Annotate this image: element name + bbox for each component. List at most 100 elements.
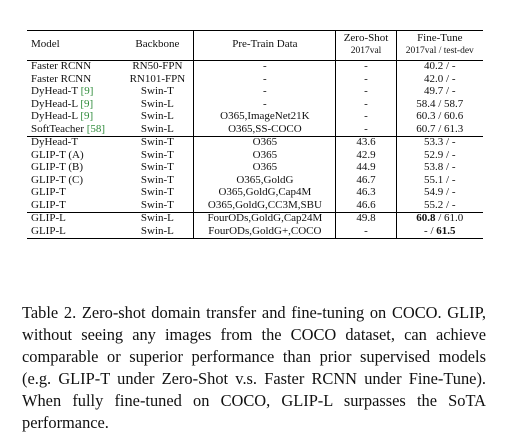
cell-pretrain-data: O365 bbox=[193, 149, 337, 162]
cell-zero-shot: - bbox=[335, 123, 397, 136]
table-row: DyHead-L [9] Swin-L O365,ImageNet21K -60.3 … bbox=[27, 110, 483, 124]
cell-pretrain-data: - bbox=[193, 59, 337, 73]
cell-fine-tune: 54.9 / - bbox=[424, 186, 456, 199]
cell-backbone: Swin-T bbox=[121, 186, 195, 199]
cell-zero-shot: - bbox=[335, 73, 397, 86]
cell-zero-shot: 44.9 bbox=[335, 161, 397, 174]
cell-model: GLIP-T (A) bbox=[27, 149, 121, 162]
cell-backbone: Swin-T bbox=[121, 174, 195, 187]
cell-backbone: Swin-L bbox=[121, 211, 195, 225]
citation-link: [9] bbox=[80, 85, 94, 98]
cell-model: DyHead-T [9] bbox=[27, 86, 121, 99]
table-row: Faster RCNN RN101-FPN - -42.0 / - bbox=[27, 73, 483, 86]
cell-model: Faster RCNN bbox=[27, 73, 121, 86]
cell-backbone: RN50-FPN bbox=[121, 59, 195, 73]
model-name: DyHead-T bbox=[31, 85, 78, 98]
header-row: Model Backbone Pre-Train Data Zero-Shot … bbox=[27, 30, 483, 61]
cell-backbone: Swin-T bbox=[121, 135, 195, 149]
model-name: GLIP-T bbox=[31, 198, 66, 211]
table-row: GLIP-T (C) Swin-T O365,GoldG 46.7 55.1 / - bbox=[27, 174, 483, 187]
model-name: DyHead-L bbox=[31, 110, 78, 123]
header-fine-tune: Fine-Tune 2017val / test-dev bbox=[396, 31, 483, 61]
cell-fine-tune: 60.3 / 60.6 bbox=[416, 110, 464, 123]
cell-fine-tune: 49.7 / - bbox=[424, 85, 456, 98]
header-fine-tune-sub: 2017val / test-dev bbox=[405, 46, 474, 56]
cell-fine-tune: - / 61.5 bbox=[396, 224, 483, 239]
header-fine-tune-label: Fine-Tune bbox=[417, 32, 463, 44]
fine-tune-prefix: - / bbox=[424, 224, 437, 237]
table-row: DyHead-T [9] Swin-T - -49.7 / - bbox=[27, 85, 483, 99]
cell-zero-shot: 43.6 bbox=[335, 135, 397, 149]
cell-backbone: Swin-L bbox=[121, 110, 195, 123]
cell-fine-tune: 53.3 / - bbox=[396, 135, 483, 149]
cell-model: GLIP-L bbox=[27, 211, 122, 225]
cell-backbone: Swin-L bbox=[121, 225, 195, 239]
model-name: GLIP-T (A) bbox=[31, 148, 84, 161]
table-row: GLIP-T (A) Swin-T O365 42.9 52.9 / - bbox=[27, 149, 483, 162]
model-name: SoftTeacher bbox=[31, 122, 84, 135]
fine-tune-best: 61.5 bbox=[436, 224, 456, 237]
cell-fine-tune: 52.9 / - bbox=[424, 148, 456, 161]
model-name: GLIP-T (C) bbox=[31, 173, 84, 186]
cell-model: GLIP-T bbox=[27, 187, 121, 200]
cell-pretrain-data: - bbox=[193, 85, 337, 98]
model-name: GLIP-T (B) bbox=[31, 161, 84, 174]
model-name: Faster RCNN bbox=[31, 60, 92, 73]
cell-pretrain-data: FourODs,GoldG+,COCO bbox=[193, 225, 337, 239]
table-caption: Table 2. Zero-shot domain transfer and f… bbox=[22, 303, 486, 432]
cell-backbone: Swin-L bbox=[121, 123, 195, 136]
cell-pretrain-data: O365,ImageNet21K bbox=[193, 110, 337, 123]
cell-fine-tune: 40.2 / - bbox=[396, 59, 483, 73]
table-row: GLIP-T (B) Swin-T O365 44.9 53.8 / - bbox=[27, 161, 483, 175]
table-row: GLIP-L Swin-L FourODs,GoldG+,COCO - - / 61.5 bbox=[27, 224, 483, 239]
header-pretrain-data: Pre-Train Data bbox=[193, 30, 337, 60]
table-row: SoftTeacher [58] Swin-L O365,SS-COCO -60.7 … bbox=[27, 123, 483, 136]
model-name: GLIP-L bbox=[31, 212, 66, 225]
cell-pretrain-data: - bbox=[193, 73, 337, 86]
citation-link: [9] bbox=[80, 97, 94, 110]
citation-link: [58] bbox=[86, 122, 106, 135]
cell-zero-shot: 46.3 bbox=[335, 186, 397, 199]
cell-backbone: RN101-FPN bbox=[121, 73, 195, 86]
cell-zero-shot: 49.8 bbox=[335, 211, 397, 225]
cell-fine-tune: 42.0 / - bbox=[424, 72, 456, 85]
cell-pretrain-data: O365,GoldG,CC3M,SBU bbox=[193, 199, 337, 212]
cell-pretrain-data: FourODs,GoldG,Cap24M bbox=[193, 211, 337, 225]
cell-zero-shot: - bbox=[335, 85, 397, 98]
table-row: DyHead-L [9] Swin-L - -58.4 / 58.7 bbox=[27, 98, 483, 111]
cell-model: DyHead-L [9] bbox=[27, 111, 121, 124]
table-body: Faster RCNN RN50-FPN - -40.2 / - Faster RCNN… bbox=[27, 59, 483, 239]
cell-backbone: Swin-T bbox=[121, 149, 195, 162]
header-zero-shot-sub: 2017val bbox=[350, 46, 382, 56]
cell-pretrain-data: O365 bbox=[193, 161, 337, 174]
cell-model: Faster RCNN bbox=[27, 59, 122, 73]
cell-zero-shot: 42.9 bbox=[335, 149, 397, 162]
cell-fine-tune: 55.1 / - bbox=[424, 173, 456, 186]
cell-fine-tune: 58.4 / 58.7 bbox=[416, 97, 464, 110]
cell-model: GLIP-T (C) bbox=[27, 174, 121, 187]
cell-model: GLIP-L bbox=[27, 224, 122, 239]
cell-fine-tune: 53.8 / - bbox=[424, 161, 456, 174]
cell-zero-shot: 46.6 bbox=[335, 199, 397, 212]
model-name: GLIP-L bbox=[31, 224, 66, 237]
model-name: DyHead-T bbox=[31, 136, 79, 149]
table-row: GLIP-T Swin-T O365,GoldG,CC3M,SBU 46.6 55.2 … bbox=[27, 199, 483, 212]
table-row: GLIP-T Swin-T O365,GoldG,Cap4M 46.3 54.9 / - bbox=[27, 186, 483, 200]
cell-backbone: Swin-L bbox=[121, 98, 195, 111]
cell-model: GLIP-T (B) bbox=[27, 162, 121, 175]
model-name: Faster RCNN bbox=[31, 72, 92, 85]
cell-backbone: Swin-T bbox=[121, 199, 195, 212]
cell-fine-tune: 60.7 / 61.3 bbox=[416, 122, 464, 135]
cell-backbone: Swin-T bbox=[121, 85, 195, 98]
header-zero-shot: Zero-Shot 2017val bbox=[335, 30, 397, 60]
table-row: GLIP-L Swin-L FourODs,GoldG,Cap24M 49.8 60.8… bbox=[27, 211, 483, 225]
cell-zero-shot: 46.7 bbox=[335, 174, 397, 187]
cell-model: DyHead-L [9] bbox=[27, 98, 121, 111]
cell-model: SoftTeacher [58] bbox=[27, 123, 121, 136]
cell-model: GLIP-T bbox=[27, 199, 121, 212]
cell-zero-shot: - bbox=[335, 225, 397, 239]
header-backbone: Backbone bbox=[121, 30, 195, 60]
fine-tune-suffix: / 61.0 bbox=[435, 212, 464, 225]
citation-link: [9] bbox=[80, 110, 94, 123]
table-row: Faster RCNN RN50-FPN - -40.2 / - bbox=[27, 59, 483, 73]
